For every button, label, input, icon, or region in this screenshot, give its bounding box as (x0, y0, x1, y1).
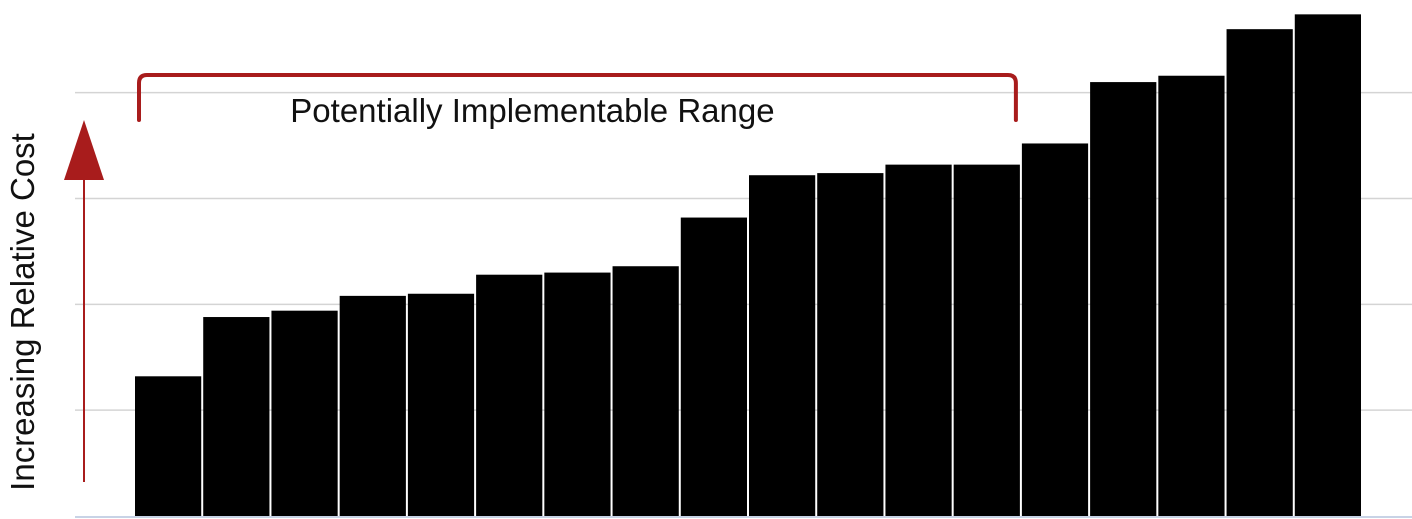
arrow-head-icon (64, 120, 104, 180)
range-bracket (137, 73, 1018, 122)
bar-11 (817, 173, 884, 516)
y-axis-arrow (64, 120, 104, 482)
bar-7 (544, 272, 611, 516)
bars (135, 14, 1361, 517)
y-axis-label: Increasing Relative Cost (4, 133, 41, 491)
bar-6 (476, 274, 543, 516)
bar-4 (339, 295, 406, 516)
bar-3 (271, 310, 338, 516)
bar-14 (1021, 143, 1089, 516)
bar-8 (612, 266, 679, 516)
bar-1 (135, 376, 202, 516)
bar-18 (1294, 14, 1361, 516)
range-label: Potentially Implementable Range (290, 92, 774, 129)
bar-10 (749, 175, 816, 516)
bar-13 (953, 164, 1020, 516)
range-annotation: Potentially Implementable Range (137, 73, 1018, 129)
bar-15 (1090, 82, 1157, 516)
bar-9 (680, 217, 747, 517)
bar-16 (1158, 75, 1225, 516)
bar-12 (885, 164, 952, 516)
bar-5 (407, 293, 475, 516)
bar-2 (203, 317, 270, 516)
bar-17 (1226, 29, 1293, 517)
